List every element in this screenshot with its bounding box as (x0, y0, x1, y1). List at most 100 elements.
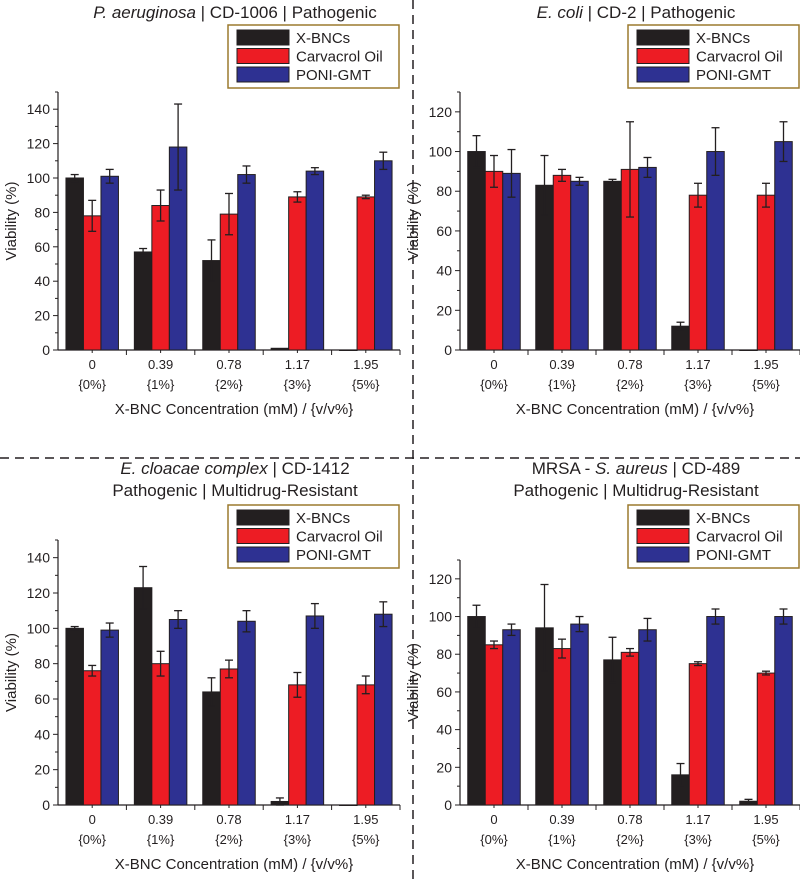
title-segment: MRSA - (532, 459, 595, 478)
y-tick-label: 80 (436, 646, 452, 662)
y-tick-label: 100 (429, 609, 453, 625)
chart-title: E. coli | CD-2 | Pathogenic (537, 3, 736, 22)
y-tick-label: 120 (27, 585, 51, 601)
y-tick-label: 40 (436, 722, 452, 738)
bar-x-bncs (133, 251, 153, 351)
y-tick-label: 0 (42, 797, 50, 813)
y-axis-label: Viability (%) (405, 643, 422, 722)
y-axis-label: Viability (%) (405, 182, 422, 261)
x-axis-label: X-BNC Concentration (mM) / {v/v%} (115, 401, 353, 418)
x-tick-label: 1.95 (753, 812, 778, 827)
x-tick-label: 1.17 (685, 357, 710, 372)
bar-carvacrol-oil (288, 196, 307, 351)
legend-label: PONI-GMT (696, 67, 771, 84)
legend-label: X-BNCs (296, 30, 350, 47)
bar-poni-gmt (100, 175, 119, 351)
bar-carvacrol-oil (151, 663, 170, 806)
x-tick-label: 0.78 (617, 357, 642, 372)
x-subtick-label: {0%} (78, 832, 106, 847)
chart-panel-3: E. cloacae complex | CD-1412 Pathogenic |… (3, 459, 401, 873)
bar-poni-gmt (774, 616, 793, 806)
y-tick-label: 60 (436, 223, 452, 239)
legend-label: Carvacrol Oil (296, 49, 383, 66)
bar-x-bncs (339, 349, 358, 351)
x-tick-label: 0.39 (549, 812, 574, 827)
chart-title: Pathogenic | Multidrug-Resistant (112, 481, 358, 500)
y-tick-label: 60 (436, 684, 452, 700)
bar-x-bncs (133, 587, 153, 806)
title-segment: | CD-489 (668, 459, 740, 478)
y-tick-label: 20 (436, 302, 452, 318)
x-tick-label: 0 (89, 812, 96, 827)
bar-poni-gmt (570, 180, 589, 351)
bar-poni-gmt (502, 629, 521, 806)
x-tick-label: 1.17 (685, 812, 710, 827)
bar-carvacrol-oil (356, 684, 376, 806)
bar-carvacrol-oil (756, 194, 776, 351)
y-tick-label: 100 (27, 170, 51, 186)
x-subtick-label: {1%} (548, 377, 576, 392)
x-subtick-label: {2%} (616, 832, 644, 847)
y-tick-label: 20 (34, 308, 50, 324)
x-tick-label: 0.78 (216, 357, 241, 372)
x-subtick-label: {1%} (147, 832, 175, 847)
x-subtick-label: {0%} (78, 377, 106, 392)
bar-poni-gmt (638, 629, 657, 806)
x-subtick-label: {3%} (284, 832, 312, 847)
legend-swatch (236, 528, 290, 544)
y-tick-label: 80 (436, 183, 452, 199)
x-axis-label: X-BNC Concentration (mM) / {v/v%} (516, 401, 754, 418)
chart-panel-2: E. coli | CD-2 | Pathogenic 0 20 40 60 80 100 1… (405, 3, 800, 418)
title-segment: | CD-1412 (268, 459, 350, 478)
bar-poni-gmt (305, 170, 325, 351)
x-subtick-label: {2%} (215, 832, 243, 847)
legend-swatch (236, 66, 290, 83)
bar-carvacrol-oil (219, 668, 239, 806)
x-subtick-label: {5%} (352, 377, 380, 392)
legend-swatch (636, 48, 690, 64)
x-tick-label: 1.95 (353, 812, 378, 827)
title-segment: Pathogenic | Multidrug-Resistant (112, 481, 358, 500)
y-tick-label: 120 (429, 571, 453, 587)
legend-swatch (236, 546, 290, 563)
legend-swatch (236, 48, 290, 64)
title-segment: | CD-2 | Pathogenic (583, 3, 736, 22)
y-tick-label: 40 (34, 726, 50, 742)
legend-swatch (636, 528, 690, 544)
bar-carvacrol-oil (82, 215, 102, 351)
x-subtick-label: {0%} (480, 832, 508, 847)
x-subtick-label: {1%} (147, 377, 175, 392)
y-tick-label: 60 (34, 239, 50, 255)
y-tick-label: 0 (444, 797, 452, 813)
y-tick-label: 120 (27, 136, 51, 152)
y-tick-label: 20 (436, 759, 452, 775)
y-tick-label: 100 (429, 144, 453, 160)
title-segment: | CD-1006 | Pathogenic (196, 3, 377, 22)
y-tick-label: 20 (34, 762, 50, 778)
y-tick-label: 40 (436, 263, 452, 279)
bar-carvacrol-oil (620, 651, 640, 806)
bar-x-bncs (65, 177, 84, 351)
bar-carvacrol-oil (484, 170, 504, 351)
x-subtick-label: {1%} (548, 832, 576, 847)
legend-swatch (636, 546, 690, 563)
x-tick-label: 0 (490, 812, 497, 827)
y-tick-label: 60 (34, 691, 50, 707)
legend-swatch (636, 29, 690, 46)
bar-poni-gmt (706, 151, 725, 351)
bar-poni-gmt (237, 620, 256, 806)
legend-label: PONI-GMT (296, 67, 371, 84)
chart-title: P. aeruginosa | CD-1006 | Pathogenic (93, 3, 377, 22)
y-tick-label: 100 (27, 620, 51, 636)
bar-poni-gmt (374, 613, 393, 806)
x-tick-label: 1.17 (285, 812, 310, 827)
y-tick-label: 140 (27, 550, 51, 566)
x-axis-label: X-BNC Concentration (mM) / {v/v%} (115, 856, 353, 873)
y-tick-label: 120 (429, 104, 453, 120)
bar-carvacrol-oil (82, 670, 102, 806)
x-tick-label: 0.78 (617, 812, 642, 827)
